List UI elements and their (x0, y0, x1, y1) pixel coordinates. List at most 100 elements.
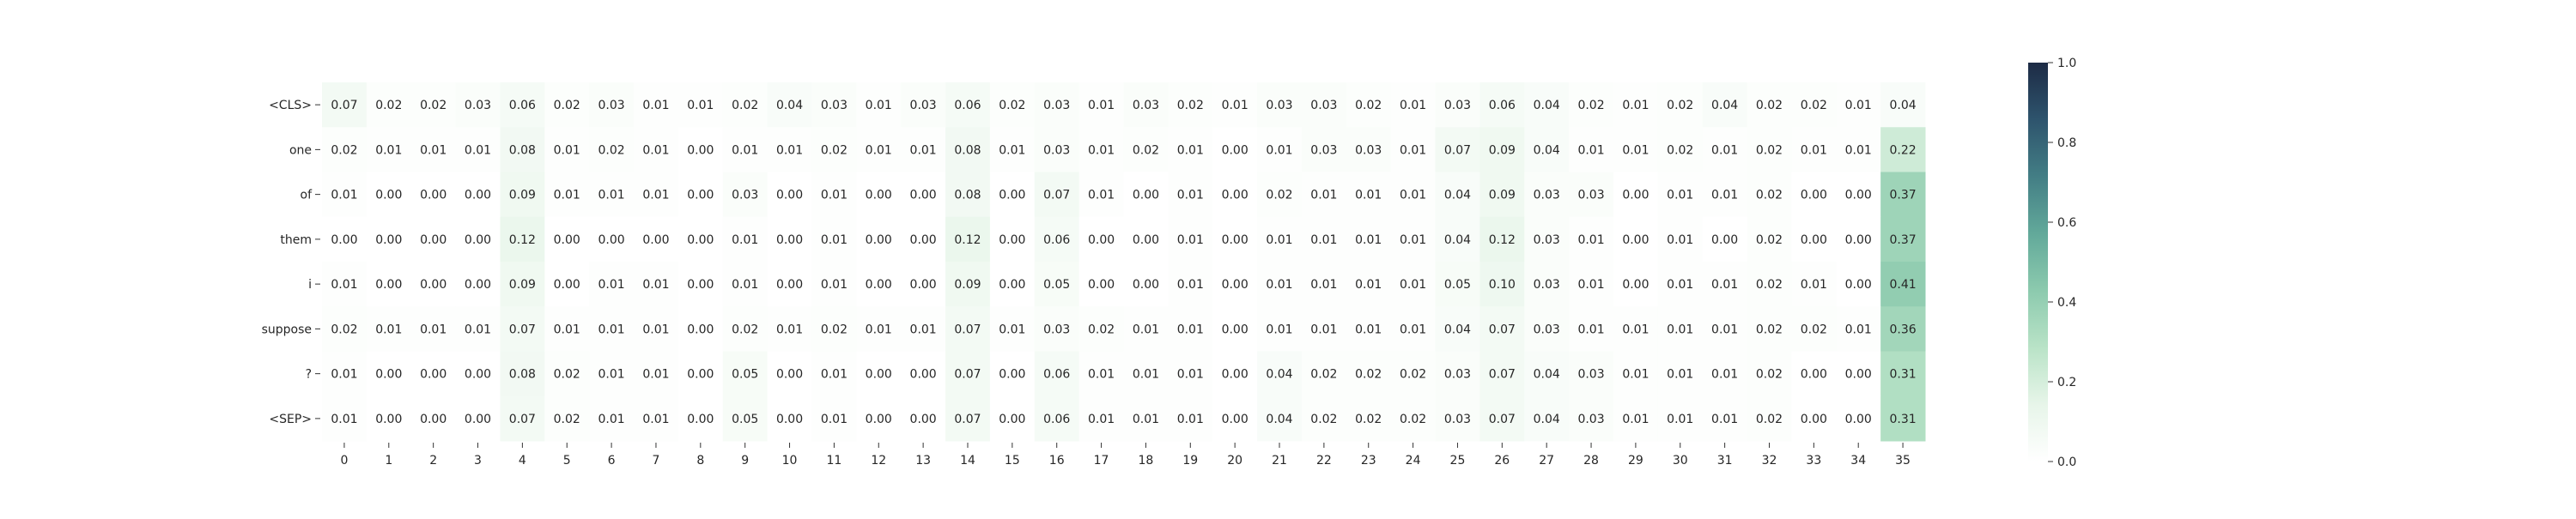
cell-value-label: 0.01 (821, 189, 848, 202)
cell-value-label: 0.03 (1444, 99, 1471, 112)
cell-value-label: 0.06 (509, 99, 536, 112)
cell-value-label: 0.01 (420, 323, 447, 336)
cell-value-label: 0.07 (509, 323, 536, 336)
cell-value-label: 0.00 (1222, 189, 1249, 202)
heatmap-cell-r4-c8 (677, 262, 724, 307)
heatmap-cell-r3-c17 (1078, 216, 1124, 263)
heatmap-cell-r0-c27 (1524, 82, 1570, 128)
heatmap-cell-r5-c32 (1747, 306, 1792, 352)
heatmap-cell-r3-c22 (1301, 216, 1347, 263)
heatmap-cell-r6-c8 (677, 351, 724, 397)
heatmap-cell-r1-c4 (500, 127, 545, 172)
cell-value-label: 0.01 (821, 278, 848, 292)
cell-value-label: 0.22 (1889, 143, 1916, 157)
cell-value-label: 0.00 (776, 368, 803, 382)
heatmap-cell-r3-c3 (455, 216, 501, 263)
heatmap-cell-r6-c7 (634, 351, 679, 397)
cell-value-label: 0.00 (1133, 233, 1159, 247)
cell-value-label: 0.07 (954, 323, 981, 336)
cell-value-label: 0.01 (331, 413, 357, 426)
cell-value-label: 0.05 (1444, 278, 1471, 292)
cell-value-label: 0.02 (999, 99, 1025, 112)
heatmap-cell-r6-c15 (989, 351, 1036, 397)
heatmap-cell-r1-c10 (767, 127, 812, 172)
y-tick-label: <CLS> (269, 99, 312, 112)
cell-value-label: 0.01 (1088, 368, 1115, 382)
cell-value-label: 0.09 (509, 278, 536, 292)
heatmap-cell-r3-c23 (1346, 216, 1392, 263)
cell-value-label: 0.01 (1177, 233, 1204, 247)
heatmap-cell-r4-c35 (1880, 262, 1926, 307)
cell-value-label: 0.06 (1043, 368, 1070, 382)
cell-value-label: 0.03 (1310, 99, 1337, 112)
heatmap-cell-r2-c17 (1078, 172, 1124, 218)
heatmap-cell-r4-c12 (856, 262, 902, 307)
heatmap-cell-r1-c25 (1435, 127, 1480, 172)
heatmap-cell-r4-c16 (1034, 262, 1080, 307)
cell-value-label: 0.00 (1133, 189, 1159, 202)
cell-value-label: 0.01 (1177, 368, 1204, 382)
heatmap-cell-r0-c13 (901, 82, 946, 128)
cell-value-label: 0.07 (1043, 189, 1070, 202)
cell-value-label: 0.01 (1400, 233, 1426, 247)
cell-value-label: 0.02 (1756, 189, 1783, 202)
heatmap-cell-r1-c32 (1747, 127, 1792, 172)
heatmap-cell-r4-c7 (634, 262, 679, 307)
cell-value-label: 0.03 (1043, 323, 1070, 336)
x-tick-label: 4 (519, 454, 526, 468)
cell-value-label: 0.01 (465, 143, 491, 157)
cell-value-label: 0.02 (1355, 413, 1382, 426)
heatmap-cell-r7-c29 (1613, 395, 1659, 442)
cell-value-label: 0.00 (1845, 368, 1872, 382)
cell-value-label: 0.00 (420, 233, 447, 247)
heatmap-cell-r4-c29 (1613, 262, 1659, 307)
cell-value-label: 0.03 (1310, 143, 1337, 157)
cell-value-label: 0.01 (1088, 143, 1115, 157)
heatmap-cell-r4-c6 (589, 262, 635, 307)
cell-value-label: 0.03 (1043, 99, 1070, 112)
heatmap-cell-r2-c11 (811, 172, 857, 218)
cell-value-label: 0.31 (1889, 368, 1916, 382)
y-tick-label: <SEP> (269, 413, 312, 426)
heatmap-cell-r6-c22 (1301, 351, 1347, 397)
cell-value-label: 0.01 (1622, 413, 1649, 426)
heatmap-cell-r7-c24 (1390, 395, 1437, 442)
heatmap-cell-r0-c20 (1212, 82, 1258, 128)
cell-value-label: 0.12 (1489, 233, 1516, 247)
cell-value-label: 0.01 (1310, 278, 1337, 292)
cell-value-label: 0.04 (1444, 323, 1471, 336)
cell-value-label: 0.00 (554, 278, 580, 292)
cell-value-label: 0.00 (999, 413, 1025, 426)
heatmap-cell-r3-c4 (500, 216, 545, 263)
heatmap-cell-r0-c26 (1479, 82, 1525, 128)
heatmap-cell-r3-c27 (1524, 216, 1570, 263)
cell-value-label: 0.01 (1801, 278, 1827, 292)
cell-value-label: 0.00 (1088, 278, 1115, 292)
heatmap-cell-r3-c18 (1123, 216, 1169, 263)
cell-value-label: 0.00 (776, 413, 803, 426)
cell-value-label: 0.00 (999, 368, 1025, 382)
cell-value-label: 0.01 (1711, 143, 1738, 157)
cell-value-label: 0.00 (910, 233, 937, 247)
cell-value-label: 0.00 (687, 278, 714, 292)
heatmap-cell-r2-c33 (1791, 172, 1837, 218)
cell-value-label: 0.04 (1444, 233, 1471, 247)
x-tick-label: 26 (1494, 454, 1510, 468)
heatmap-cell-r7-c1 (366, 395, 412, 442)
heatmap-cell-r0-c11 (811, 82, 857, 128)
y-tick-label: one (289, 143, 312, 157)
heatmap-cell-r4-c24 (1390, 262, 1437, 307)
cell-value-label: 0.07 (1444, 143, 1471, 157)
cell-value-label: 0.01 (1400, 278, 1426, 292)
cell-value-label: 0.00 (866, 413, 892, 426)
heatmap-cell-r6-c19 (1168, 351, 1213, 397)
heatmap-cell-r6-c23 (1346, 351, 1392, 397)
cell-value-label: 0.01 (642, 99, 669, 112)
heatmap-cell-r7-c22 (1301, 395, 1347, 442)
heatmap-cell-r2-c0 (322, 172, 368, 218)
cell-value-label: 0.09 (509, 189, 536, 202)
x-tick-label: 11 (826, 454, 841, 468)
y-tick-label: ? (306, 368, 312, 382)
heatmap-cell-r7-c3 (455, 395, 501, 442)
heatmap-cell-r2-c4 (500, 172, 545, 218)
